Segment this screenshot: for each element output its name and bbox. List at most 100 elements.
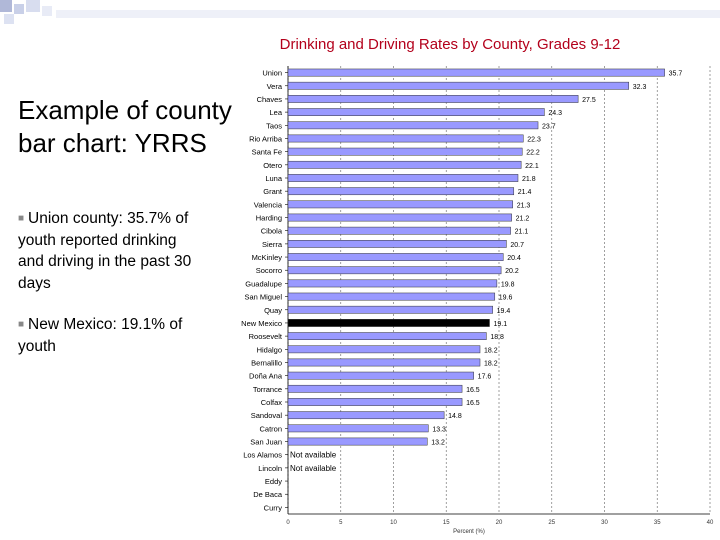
bar [287, 358, 481, 367]
bar [287, 160, 522, 169]
x-tick-label: 0 [286, 520, 290, 526]
bar [287, 371, 474, 380]
category-label: Lea [269, 108, 282, 117]
category-label: San Juan [250, 438, 282, 447]
data-label: 13.3 [432, 426, 446, 433]
bar [287, 121, 539, 130]
data-label: 32.3 [633, 84, 647, 91]
decor-square [4, 14, 14, 24]
bar [287, 187, 515, 196]
category-label: Hidalgo [257, 345, 282, 354]
category-label: Rio Arriba [249, 134, 283, 143]
data-label: 21.2 [516, 216, 530, 223]
category-label: Sierra [262, 240, 283, 249]
category-label: Bernalillo [251, 358, 282, 367]
bar [287, 398, 463, 406]
bar [287, 95, 579, 103]
category-label: Lincoln [258, 464, 282, 473]
category-label: De Baca [253, 490, 283, 499]
category-label: Taos [266, 121, 282, 130]
bar [287, 384, 463, 393]
data-label: 22.2 [526, 150, 540, 157]
category-label: Union [262, 69, 282, 78]
bar [287, 279, 498, 288]
decor-square [42, 6, 52, 16]
data-label: 19.4 [497, 308, 511, 315]
slide-decoration [0, 0, 720, 28]
category-label: Torrance [253, 385, 282, 394]
data-label: 19.1 [494, 321, 508, 328]
data-label: 16.5 [466, 387, 480, 394]
category-label: Socorro [256, 266, 282, 275]
bar [287, 292, 496, 301]
bullet-list: ■ Union county: 35.7% of youth reported d… [18, 208, 193, 377]
data-label: 21.4 [518, 189, 532, 196]
data-label: 19.8 [501, 281, 515, 288]
x-tick-label: 35 [654, 520, 661, 526]
data-label: 20.4 [507, 255, 521, 262]
category-label: Roosevelt [249, 332, 283, 341]
data-label: 24.3 [548, 110, 562, 117]
category-label: Quay [264, 306, 282, 315]
bar [287, 226, 511, 235]
x-tick-label: 15 [443, 520, 450, 526]
x-tick-label: 10 [390, 520, 397, 526]
category-label: Curry [264, 503, 283, 512]
category-label: Luna [265, 174, 283, 183]
bar [287, 81, 630, 90]
category-label: Los Alamos [243, 451, 282, 460]
data-label: 27.5 [582, 97, 596, 104]
bar [287, 147, 523, 156]
x-tick-label: 20 [496, 520, 503, 526]
bar [287, 437, 428, 446]
bar-chart: 0 5 10 15 20 25 30 35 40 Percent (%) Union 35.7 Vera… [241, 66, 714, 535]
bar [287, 108, 545, 116]
bar [287, 174, 519, 182]
category-label: Guadalupe [245, 279, 282, 288]
bullet-text: New Mexico: 19.1% of youth [18, 316, 183, 355]
category-label: Catron [259, 424, 282, 433]
decor-square [0, 0, 12, 12]
data-label: 17.6 [478, 374, 492, 381]
bullet-square-icon: ■ [18, 213, 25, 224]
data-label: 20.2 [505, 268, 519, 275]
bar [287, 134, 524, 143]
category-label: Santa Fe [252, 148, 282, 157]
bar [287, 213, 512, 222]
x-axis-label: Percent (%) [453, 529, 485, 535]
x-tick-label: 5 [339, 520, 343, 526]
x-tick-label: 30 [601, 520, 608, 526]
category-label: Cibola [261, 227, 283, 236]
bullet-square-icon: ■ [18, 319, 25, 330]
bar [287, 332, 487, 340]
bar [287, 266, 502, 275]
bar [287, 253, 504, 261]
data-label: 16.5 [466, 400, 480, 407]
data-label: 23.7 [542, 123, 556, 130]
data-label: 14.8 [448, 413, 462, 420]
category-label: Otero [263, 161, 282, 170]
data-label: 20.7 [510, 242, 524, 249]
category-label: Doña Ana [249, 372, 283, 381]
x-tick-label: 25 [548, 520, 555, 526]
data-label: 21.1 [515, 229, 529, 236]
data-label: 18.2 [484, 347, 498, 354]
category-label: New Mexico [241, 319, 282, 328]
category-label: Chaves [257, 95, 283, 104]
category-label: Eddy [265, 477, 282, 486]
bar [287, 305, 493, 314]
data-label: 19.6 [499, 295, 513, 302]
data-label: 22.1 [525, 163, 539, 170]
category-label: Vera [267, 82, 283, 91]
data-label: 22.3 [527, 136, 541, 143]
x-tick-label: 40 [707, 520, 714, 526]
bar [287, 200, 513, 209]
category-label: Harding [256, 214, 282, 223]
decor-band [56, 10, 720, 18]
category-label: Valencia [254, 200, 283, 209]
bar [287, 68, 665, 77]
bullet-item: ■ Union county: 35.7% of youth reported d… [18, 208, 193, 294]
data-label: 35.7 [669, 71, 683, 78]
bar [287, 240, 507, 248]
data-label: Not available [290, 464, 337, 473]
